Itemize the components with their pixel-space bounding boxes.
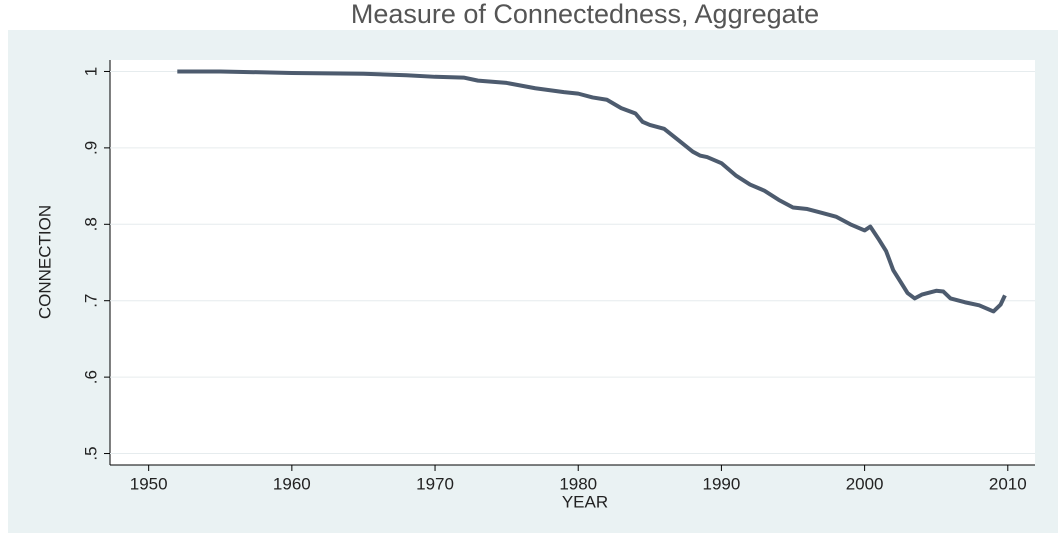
y-tick-label: .8 bbox=[81, 217, 100, 231]
x-tick-label: 1990 bbox=[703, 474, 741, 493]
y-tick-label: .7 bbox=[81, 294, 100, 308]
y-tick-label: .5 bbox=[81, 446, 100, 460]
x-tick-label: 2010 bbox=[989, 474, 1027, 493]
x-tick-label: 1950 bbox=[130, 474, 168, 493]
data-line bbox=[177, 69, 1007, 314]
y-tick-label: 1 bbox=[81, 67, 100, 76]
x-tick-label: 1970 bbox=[416, 474, 454, 493]
x-tick-label: 1980 bbox=[559, 474, 597, 493]
x-tick-label: 1960 bbox=[273, 474, 311, 493]
x-axis-label: YEAR bbox=[562, 492, 608, 511]
plot-area bbox=[110, 60, 1035, 465]
y-axis-label: CONNECTION bbox=[35, 205, 54, 319]
chart-title: Measure of Connectedness, Aggregate bbox=[351, 0, 819, 29]
y-tick-label: .6 bbox=[81, 370, 100, 384]
x-tick-label: 2000 bbox=[846, 474, 884, 493]
y-tick-label: .9 bbox=[81, 141, 100, 155]
